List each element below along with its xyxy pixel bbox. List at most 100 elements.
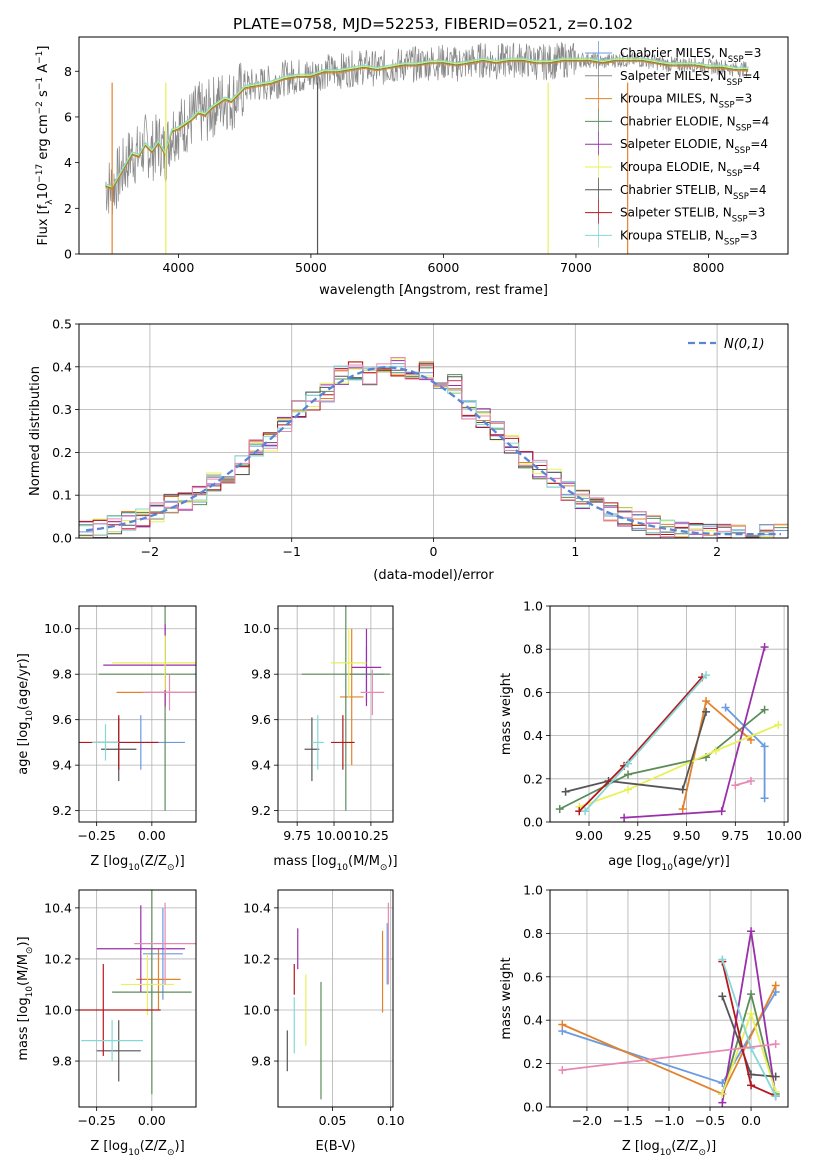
x-tick-label: 0.05 — [319, 1113, 347, 1128]
y-tick-label: 0 — [64, 247, 72, 262]
chart-panel-3: −0.25 0.009.29.49.69.810.0Z [log10(Z/Z⊙)]… — [16, 605, 197, 873]
chart-panel-4: 9.75 10.00 10.25 9.2 9.4 9.6 9.8 10.0 mass [log1… — [243, 605, 398, 873]
y-tick-label: 0.6 — [523, 685, 543, 700]
y-tick-label: 9.4 — [52, 758, 72, 773]
label-part: (M/M — [348, 854, 380, 869]
legend-entry: Salpeter ELODIE, NSSP=4 — [620, 137, 768, 156]
label-part: 10 — [661, 863, 673, 873]
y-tick-label: 10.0 — [44, 1002, 72, 1017]
label-part: 10 — [660, 1148, 672, 1158]
label-part: ⊙ — [380, 863, 388, 873]
label-part: Z [log — [90, 854, 128, 869]
x-tick-label: −1.0 — [654, 1113, 684, 1128]
label-part: (age/yr)] — [673, 854, 730, 869]
label-part: 10 — [337, 863, 349, 873]
label-part: SSP — [734, 146, 750, 156]
x-tick-label: −2.0 — [572, 1113, 602, 1128]
label-part: −2 — [35, 101, 45, 114]
figure-title: PLATE=0758, MJD=52253, FIBERID=0521, z=0… — [233, 15, 633, 33]
weight-line — [584, 674, 707, 812]
y-tick-label: 4 — [64, 155, 72, 170]
x-tick-label: −0.5 — [695, 1113, 725, 1128]
legend-entry: Kroupa MILES, NSSP=3 — [620, 92, 752, 111]
y-tick-label: 0.2 — [52, 445, 72, 460]
x-tick-label: 9.75 — [721, 828, 749, 843]
axes-frame — [78, 889, 197, 1108]
label-part: SSP — [727, 169, 743, 179]
weight-line — [578, 676, 703, 812]
label-part: )] — [175, 1139, 185, 1154]
legend-entry: Salpeter MILES, NSSP=4 — [620, 69, 760, 88]
plot-area — [558, 927, 780, 1107]
legend-entry: Kroupa STELIB, NSSP=3 — [620, 228, 758, 247]
label-part: (Z/Z — [671, 1139, 698, 1154]
x-tick-label: 0.00 — [138, 1113, 166, 1128]
y-tick-label: 10.0 — [243, 621, 271, 636]
label-part: (Z/Z — [140, 854, 167, 869]
x-tick-label: 7000 — [560, 260, 592, 275]
label-part: −1 — [35, 51, 45, 64]
axes-frame — [78, 36, 789, 255]
x-tick-label: −2 — [141, 544, 159, 559]
x-tick-label: 0.00 — [138, 828, 166, 843]
label-part: Chabrier MILES, N — [620, 46, 728, 60]
y-tick-label: 2 — [64, 201, 72, 216]
label-part: SSP — [724, 237, 740, 247]
y-axis-label: age [log10(age/yr)] — [16, 653, 35, 775]
normal-reference-curve — [85, 366, 781, 536]
y-tick-label: 10.0 — [243, 1002, 271, 1017]
x-tick-label: 9.25 — [624, 828, 652, 843]
weight-line — [565, 711, 707, 793]
label-part: Kroupa ELODIE, N — [620, 160, 727, 174]
legend-entry: Chabrier MILES, NSSP=3 — [620, 46, 761, 65]
x-axis-label: E(B-V) — [315, 1139, 355, 1154]
label-part: 10 — [25, 710, 35, 722]
weight-line — [578, 723, 779, 808]
y-tick-label: 10.2 — [243, 951, 271, 966]
x-tick-label: 1 — [571, 544, 579, 559]
y-tick-label: 1.0 — [523, 599, 543, 614]
x-tick-label: 9.75 — [283, 828, 311, 843]
x-tick-label: 8000 — [693, 260, 725, 275]
label-part: (M/M — [16, 954, 31, 986]
label-part: ⊙ — [167, 863, 175, 873]
label-part: −17 — [35, 164, 45, 183]
x-tick-label: 0 — [430, 544, 438, 559]
plot-area — [286, 902, 389, 1100]
label-part: )] — [175, 854, 185, 869]
label-part: 10 — [128, 1148, 140, 1158]
x-tick-label: 4000 — [162, 260, 194, 275]
label-part: =3 — [748, 206, 766, 220]
y-tick-label: 0.4 — [523, 1013, 543, 1028]
label-part: =4 — [752, 114, 770, 128]
label-part: SSP — [736, 123, 752, 133]
y-tick-label: 0.2 — [523, 1056, 543, 1071]
label-part: SSP — [732, 215, 748, 225]
label-part: SSP — [719, 101, 735, 111]
y-axis-label: Normed distribution — [28, 366, 43, 496]
label-part: (age/yr)] — [16, 653, 31, 710]
spectrum-data-line — [105, 42, 749, 215]
x-axis-label: Z [log10(Z/Z⊙)] — [90, 854, 184, 873]
chart-panel-7: 0.05 0.10 9.8 10.0 10.2 10.4 E(B-V) — [243, 889, 405, 1154]
y-tick-label: 0.4 — [523, 728, 543, 743]
y-tick-label: 9.6 — [52, 712, 72, 727]
y-tick-label: 0.0 — [523, 1100, 543, 1115]
y-tick-label: 0.0 — [523, 815, 543, 830]
y-tick-label: 10.0 — [44, 621, 72, 636]
label-part: ⊙ — [167, 1148, 175, 1158]
label-part: Flux [f — [36, 204, 51, 245]
plot-area — [79, 890, 196, 1095]
legend-entry: Chabrier STELIB, NSSP=4 — [620, 183, 767, 202]
y-tick-label: 9.8 — [251, 667, 271, 682]
x-tick-label: 9.50 — [673, 828, 701, 843]
axes-frame — [549, 605, 789, 823]
label-part: =4 — [742, 160, 760, 174]
x-axis-label: Z [log10(Z/Z⊙)] — [622, 1139, 716, 1158]
label-part: Z [log — [90, 1139, 128, 1154]
chart-panel-2: −2 −1 0 1 2 0.0 0.1 0.2 0.3 0.4 0.5 (data-model)/er… — [28, 317, 789, 583]
plot-area — [555, 643, 783, 822]
x-axis-label: age [log10(age/yr)] — [608, 854, 730, 873]
legend-entry: Kroupa ELODIE, NSSP=4 — [620, 160, 760, 179]
